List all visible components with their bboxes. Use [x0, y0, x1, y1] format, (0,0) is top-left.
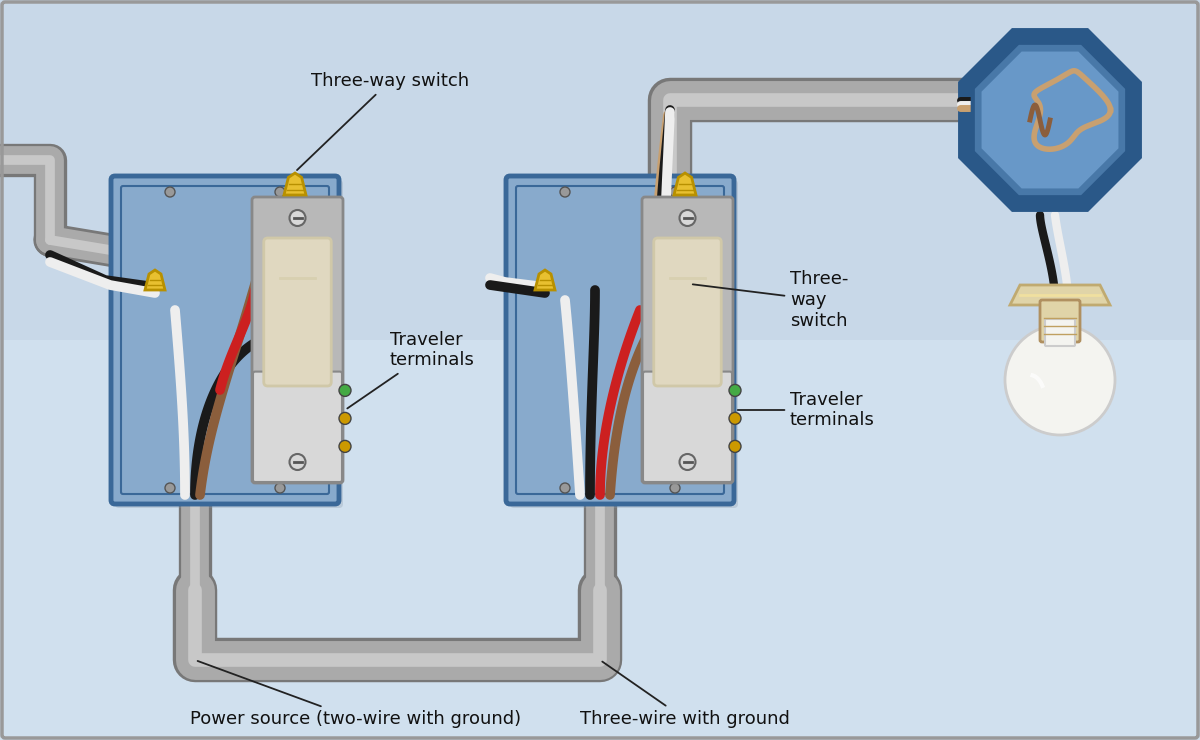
Bar [0, 340, 1200, 740]
FancyBboxPatch shape [654, 238, 721, 386]
Polygon shape [535, 270, 554, 290]
FancyBboxPatch shape [115, 180, 343, 508]
Text: Three-
way
switch: Three- way switch [692, 270, 848, 330]
Text: Traveler
terminals: Traveler terminals [738, 391, 875, 429]
Text: Power source (two-wire with ground): Power source (two-wire with ground) [190, 661, 521, 728]
Circle shape [730, 440, 742, 452]
Circle shape [730, 384, 742, 397]
Circle shape [560, 483, 570, 493]
FancyBboxPatch shape [642, 197, 733, 483]
Circle shape [340, 412, 352, 425]
FancyBboxPatch shape [112, 176, 340, 504]
Circle shape [1006, 325, 1115, 435]
Circle shape [670, 187, 680, 197]
FancyBboxPatch shape [506, 176, 734, 504]
Circle shape [289, 210, 306, 226]
Circle shape [275, 187, 286, 197]
Circle shape [166, 187, 175, 197]
Circle shape [679, 454, 696, 470]
Polygon shape [982, 52, 1118, 189]
Polygon shape [284, 173, 306, 195]
FancyBboxPatch shape [643, 371, 732, 482]
Circle shape [340, 384, 352, 397]
Circle shape [275, 483, 286, 493]
Circle shape [560, 187, 570, 197]
Polygon shape [973, 43, 1127, 198]
FancyBboxPatch shape [510, 180, 738, 508]
Circle shape [340, 440, 352, 452]
Text: Traveler
terminals: Traveler terminals [347, 331, 475, 408]
Circle shape [670, 483, 680, 493]
Circle shape [679, 210, 696, 226]
Circle shape [289, 454, 306, 470]
Circle shape [166, 483, 175, 493]
Polygon shape [674, 173, 696, 195]
Polygon shape [145, 270, 166, 290]
FancyBboxPatch shape [253, 371, 342, 482]
Text: Three-wire with ground: Three-wire with ground [580, 662, 790, 728]
FancyBboxPatch shape [1040, 300, 1080, 342]
FancyBboxPatch shape [252, 197, 343, 483]
FancyBboxPatch shape [264, 238, 331, 386]
Polygon shape [962, 33, 1138, 208]
Circle shape [730, 412, 742, 425]
Text: Three-way switch: Three-way switch [298, 72, 469, 170]
Polygon shape [1010, 285, 1110, 305]
FancyBboxPatch shape [1045, 319, 1075, 346]
